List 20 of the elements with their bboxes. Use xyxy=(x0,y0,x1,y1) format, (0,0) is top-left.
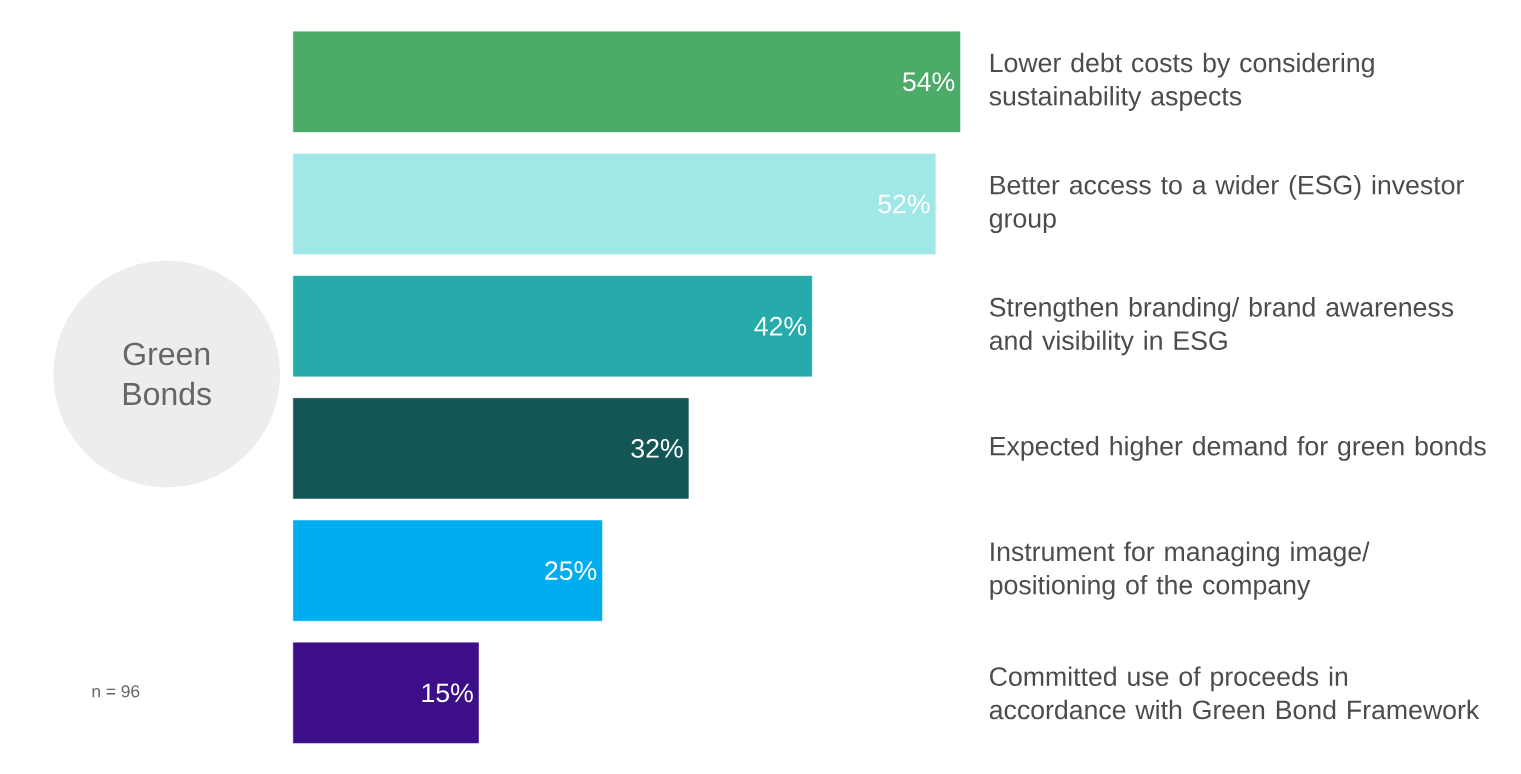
y-tick-label: Expected higher demand for green bonds xyxy=(990,436,1486,461)
bar xyxy=(293,642,479,744)
bar xyxy=(293,520,603,622)
data-label: 15% xyxy=(422,683,473,703)
text: Green Bonds xyxy=(123,342,211,406)
bar xyxy=(293,398,689,499)
bar xyxy=(293,153,936,255)
data-label: 54% xyxy=(902,72,955,92)
bar xyxy=(293,31,961,133)
y-tick-label: Committed use of proceeds in accordance with Green Bond Framework xyxy=(989,666,1480,720)
data-label: 32% xyxy=(631,439,683,458)
data-label: 25% xyxy=(545,561,597,581)
data-label: 42% xyxy=(754,316,807,336)
y-tick-label: Better access to a wider (ESG) investor group xyxy=(989,174,1464,234)
y-tick-label: Instrument for managing image/ positioning of the company xyxy=(990,541,1370,600)
text: n = 96 xyxy=(92,685,140,698)
bar xyxy=(293,275,813,377)
data-label: 52% xyxy=(878,194,930,214)
y-tick-label: Lower debt costs by considering sustainability aspects xyxy=(989,52,1374,111)
y-tick-label: Strengthen branding/ brand awareness and visibility in ESG xyxy=(989,297,1454,356)
